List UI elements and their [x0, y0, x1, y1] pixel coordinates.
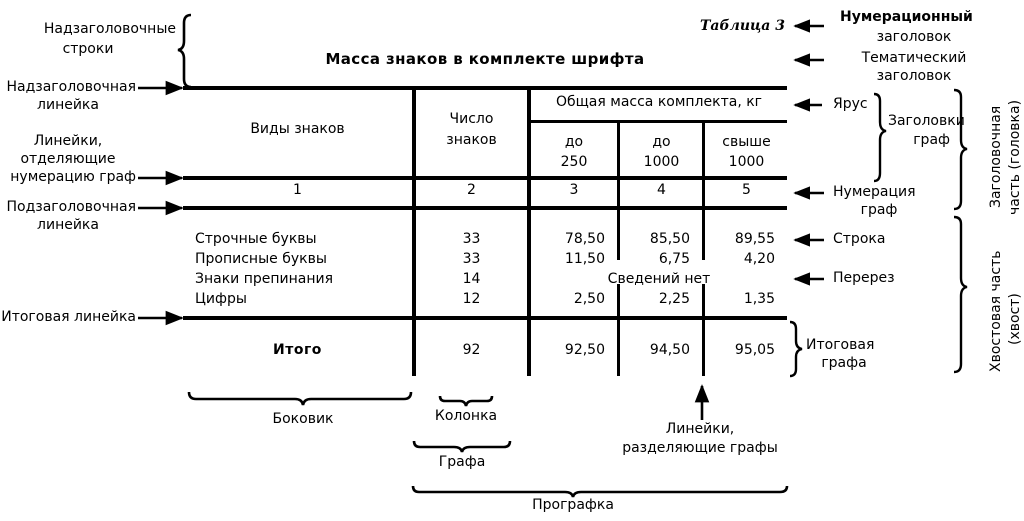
- vrule-col3-col4-total: [617, 318, 620, 376]
- label-numbering-sep-line3: нумерацию граф: [10, 169, 136, 185]
- row-name-3: Цифры: [195, 291, 247, 307]
- header-cell-kinds: Виды знаков: [250, 121, 345, 137]
- vrule-col1-col2: [412, 86, 416, 376]
- row-c4-0: 85,50: [649, 231, 690, 247]
- row-count-1: 33: [462, 251, 481, 267]
- label-subheader-rule-line1: Подзаголовочная: [6, 199, 136, 215]
- total-c4: 94,50: [649, 342, 690, 358]
- vrule-col4-col5-head: [702, 120, 705, 176]
- label-numeric-title-line1: Нумерационный: [840, 9, 973, 25]
- label-tail-part-line2: (хвост): [1007, 293, 1023, 345]
- header-cell-over1000-line2: 1000: [728, 154, 765, 170]
- total-count: 92: [462, 342, 481, 358]
- row-c3-0: 78,50: [564, 231, 605, 247]
- header-cell-count-line1: Число: [449, 111, 494, 127]
- brace-total-row: [789, 320, 803, 378]
- header-cell-upto1000-line2: 1000: [643, 154, 680, 170]
- header-cell-count-line2: знаков: [446, 132, 497, 148]
- total-name: Итого: [273, 342, 322, 358]
- row-c5-1: 4,20: [743, 251, 775, 267]
- label-thematic-title-line2: заголовок: [876, 68, 952, 84]
- row-count-0: 33: [462, 231, 481, 247]
- row-count-3: 12: [462, 291, 481, 307]
- row-c5-3: 1,35: [743, 291, 775, 307]
- label-column-numbering-line2: граф: [860, 202, 898, 218]
- header-cell-upto250-line2: 250: [560, 154, 588, 170]
- rule-numbering-top: [183, 176, 787, 180]
- brace-grafa: [412, 440, 512, 453]
- label-numbering-sep-line2: отделяющие: [20, 151, 116, 167]
- vrule-col3-col4-body1: [617, 208, 620, 260]
- header-span-total-mass: Общая масса комплекта, кг: [555, 94, 763, 110]
- label-superheader-rule-line1: Надзаголовочная: [6, 79, 137, 95]
- label-column-dividers-line2: разделяющие графы: [622, 440, 778, 456]
- label-column-numbering-line1: Нумерация: [833, 184, 916, 200]
- label-tier: Ярус: [833, 96, 868, 112]
- label-column-cells: Колонка: [434, 408, 498, 424]
- label-thematic-title-line1: Тематический: [861, 50, 967, 66]
- row-c3-3: 2,50: [573, 291, 605, 307]
- brace-column-cells: [438, 395, 494, 407]
- numbering-cell-4: 4: [657, 182, 666, 198]
- numeric-title: Таблица 3: [700, 18, 785, 34]
- label-head-part-line2: часть (головка): [1007, 99, 1023, 215]
- numbering-cell-2: 2: [467, 182, 476, 198]
- label-total-row-line1: Итоговая: [806, 337, 875, 353]
- row-c4-3: 2,25: [658, 291, 690, 307]
- vrule-col3-col4-head: [617, 120, 620, 176]
- vrule-col4-col5-body1: [702, 208, 705, 260]
- rule-total: [183, 316, 787, 320]
- row-c4-1: 6,75: [658, 251, 690, 267]
- vrule-col4-col5-body2: [702, 284, 705, 316]
- brace-sidebar: [187, 391, 413, 406]
- label-grafa: Графа: [438, 454, 486, 470]
- brace-head-part: [953, 88, 968, 211]
- label-superheader-rows-line1: Надзаголовочные: [43, 21, 176, 37]
- label-total-row-line2: графа: [821, 355, 867, 371]
- brace-tail-part: [953, 215, 968, 374]
- vrule-col4-col5-total: [702, 318, 705, 376]
- label-column-dividers-line1: Линейки,: [665, 421, 735, 437]
- label-numbering-sep-line1: Линейки,: [33, 133, 103, 149]
- brace-prografka: [411, 485, 789, 498]
- label-column-headings-line1: Заголовки: [888, 113, 965, 129]
- vrule-col3-col4-body2: [617, 284, 620, 316]
- rule-superheader: [183, 86, 787, 90]
- label-column-headings-line2: граф: [913, 132, 950, 148]
- vrule-col3-col4-num: [617, 176, 620, 206]
- label-sidebar: Боковик: [272, 411, 334, 427]
- vrule-col2-col3: [527, 86, 531, 376]
- total-c5: 95,05: [734, 342, 775, 358]
- rule-subheader: [183, 206, 787, 210]
- row-name-0: Строчные буквы: [195, 231, 317, 247]
- numbering-cell-5: 5: [742, 182, 751, 198]
- header-cell-over1000-line1: свыше: [722, 134, 771, 150]
- label-subheader-rule-line2: линейка: [37, 217, 99, 233]
- row-name-1: Прописные буквы: [195, 251, 327, 267]
- row-c5-0: 89,55: [734, 231, 775, 247]
- row-count-2: 14: [462, 271, 481, 287]
- row-merged-2: Сведений нет: [607, 271, 711, 287]
- label-total-rule: Итоговая линейка: [1, 309, 136, 325]
- numbering-cell-3: 3: [569, 182, 579, 198]
- total-c3: 92,50: [564, 342, 605, 358]
- numbering-cell-1: 1: [293, 182, 302, 198]
- row-c3-1: 11,50: [564, 251, 605, 267]
- label-numeric-title-line2: заголовок: [876, 29, 952, 45]
- header-cell-upto250-line1: до: [564, 134, 584, 150]
- brace-column-headings: [873, 92, 887, 183]
- label-superheader-rows-line2: строки: [62, 41, 114, 57]
- row-name-2: Знаки препинания: [195, 271, 334, 287]
- label-superheader-rule-line2: линейка: [37, 97, 99, 113]
- label-crosscut: Перерез: [833, 270, 895, 286]
- rule-tier-bottom: [527, 120, 787, 123]
- label-tail-part-line1: Хвостовая часть: [988, 250, 1004, 372]
- vrule-col4-col5-num: [702, 176, 705, 206]
- label-prografka: Прографка: [532, 497, 614, 513]
- header-cell-upto1000-line1: до: [652, 134, 671, 150]
- label-row: Строка: [833, 231, 886, 247]
- label-head-part-line1: Заголовочная: [988, 105, 1004, 208]
- thematic-title: Масса знаков в комплекте шрифта: [325, 50, 645, 68]
